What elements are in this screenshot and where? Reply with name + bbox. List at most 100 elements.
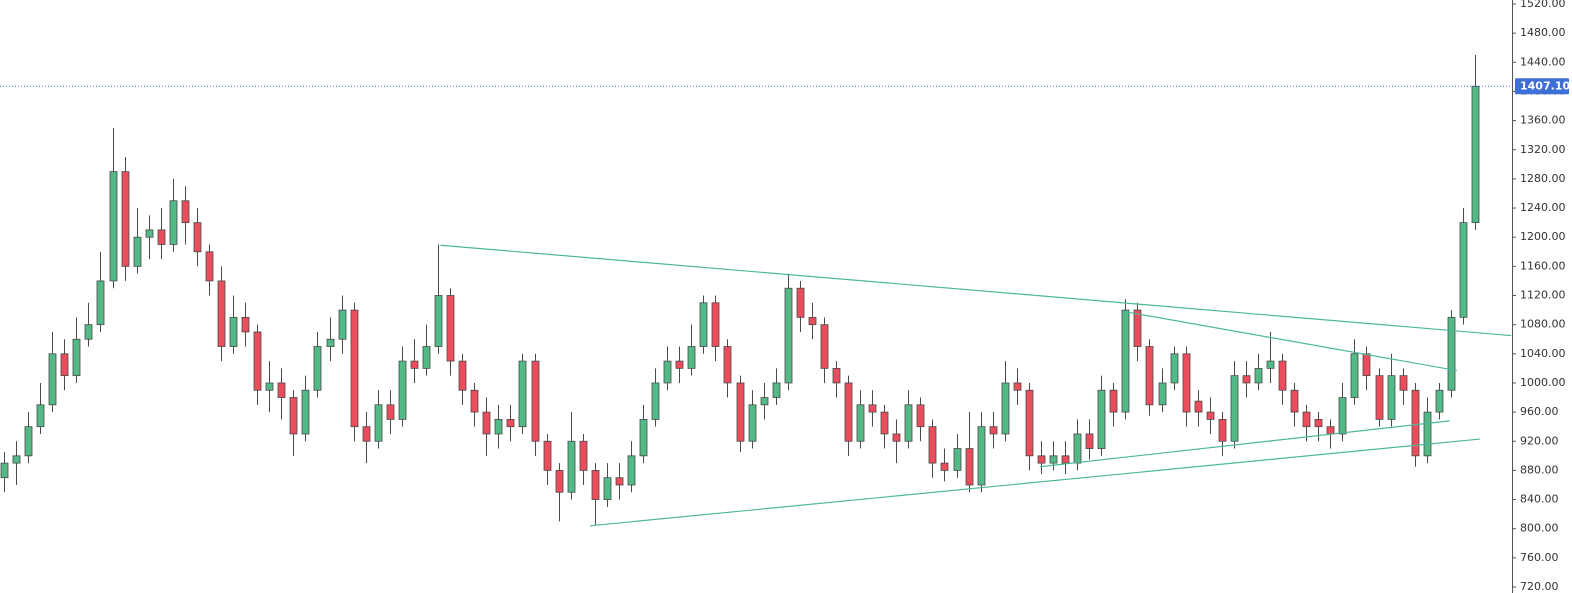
candle-body (1158, 382, 1167, 406)
candle-body (1411, 389, 1420, 457)
y-tick-label: 880.00 (1520, 463, 1559, 476)
candle-body (277, 382, 286, 398)
candle-body (1447, 316, 1456, 391)
candle-body (217, 280, 226, 347)
candle-body (832, 367, 841, 384)
candle-body (205, 251, 214, 282)
candle-body (1218, 418, 1227, 442)
candle-body (1471, 85, 1480, 224)
candle-body (265, 382, 274, 391)
candle-body (796, 287, 805, 318)
candle-body (953, 448, 962, 471)
candle-body (12, 455, 21, 464)
candle-body (1049, 455, 1058, 464)
candle-body (0, 462, 9, 479)
trendline (1039, 420, 1450, 468)
candle-body (1145, 346, 1154, 406)
candle-body (1302, 411, 1311, 428)
candle-body (60, 353, 69, 377)
candle-body (1182, 353, 1191, 413)
candle-body (1037, 455, 1046, 464)
y-tick-label: 1360.00 (1520, 114, 1566, 127)
candle-body (1254, 367, 1263, 384)
candle-body (1375, 375, 1384, 420)
candle-body (928, 426, 937, 464)
candle-body (1230, 375, 1239, 442)
y-tick-label: 1280.00 (1520, 172, 1566, 185)
candle-body (639, 418, 648, 457)
y-tick-label: 1120.00 (1520, 289, 1566, 302)
candle-body (808, 316, 817, 326)
candle-body (1338, 397, 1347, 435)
candle-body (651, 382, 660, 420)
candle-body (1133, 309, 1142, 347)
candle-body (579, 440, 588, 471)
candle-body (543, 440, 552, 471)
candle-body (1097, 389, 1106, 449)
y-tick-label: 720.00 (1520, 580, 1559, 593)
candle-body (989, 426, 998, 435)
candle-body (1435, 389, 1444, 413)
candle-body (193, 222, 202, 253)
candle-body (398, 360, 407, 420)
candle-body (1399, 375, 1408, 391)
y-tick-label: 800.00 (1520, 522, 1559, 535)
trendline (589, 438, 1480, 527)
y-tick-label: 1240.00 (1520, 201, 1566, 214)
candle-body (687, 346, 696, 369)
candle-body (555, 469, 564, 493)
candle-body (338, 309, 347, 340)
candle-body (1459, 222, 1468, 318)
candle-body (1387, 375, 1396, 420)
candle-body (772, 382, 781, 398)
candle-body (784, 287, 793, 384)
trendline (1124, 310, 1458, 372)
candle-body (1314, 418, 1323, 428)
candle-body (723, 346, 732, 384)
y-tick-label: 760.00 (1520, 551, 1559, 564)
y-tick-label: 1000.00 (1520, 376, 1566, 389)
candle-body (711, 302, 720, 347)
candle-body (362, 426, 371, 442)
candle-body (1206, 411, 1215, 420)
price-label-box (1515, 78, 1569, 95)
candle-body (627, 455, 636, 486)
candle-body (1290, 389, 1299, 413)
candle-body (374, 404, 383, 442)
candle-body (506, 418, 515, 428)
candle-body (326, 338, 335, 347)
candle-body (1001, 382, 1010, 435)
candle-body (615, 477, 624, 486)
trendline (440, 244, 1512, 337)
candle-body (1121, 309, 1130, 413)
y-tick-label: 920.00 (1520, 434, 1559, 447)
candle-body (1278, 360, 1287, 391)
candle-body (1194, 400, 1203, 413)
candle-body (1242, 375, 1251, 384)
candle-body (169, 200, 178, 245)
y-tick-label: 1200.00 (1520, 230, 1566, 243)
candle-body (916, 404, 925, 428)
candle-body (844, 382, 853, 442)
candle-body (1266, 360, 1275, 369)
candle-body (84, 324, 93, 340)
candle-body (531, 360, 540, 442)
y-tick-label: 1320.00 (1520, 143, 1566, 156)
candle-body (253, 331, 262, 391)
candle-body (965, 448, 974, 486)
candle-body (892, 433, 901, 442)
y-tick-label: 1040.00 (1520, 347, 1566, 360)
candle-body (133, 236, 142, 267)
candle-body (736, 382, 745, 442)
candle-body (470, 389, 479, 413)
candle-body (591, 469, 600, 500)
candle-body (241, 316, 250, 333)
candle-body (410, 360, 419, 369)
candle-body (760, 397, 769, 406)
candle-body (301, 389, 310, 435)
candle-body (96, 280, 105, 326)
candle-body (1073, 433, 1082, 464)
candle-body (289, 397, 298, 435)
candle-body (494, 418, 503, 435)
